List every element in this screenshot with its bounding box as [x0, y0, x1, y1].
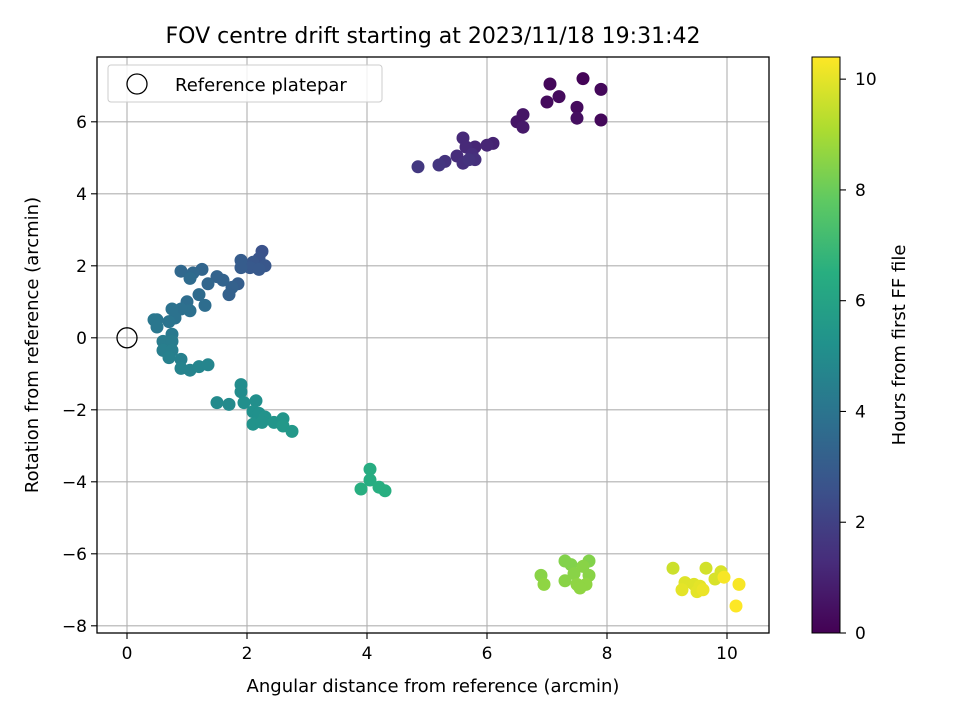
data-point: [570, 100, 584, 114]
data-point: [543, 77, 557, 91]
data-point: [432, 158, 446, 172]
data-point: [696, 583, 710, 597]
data-point: [237, 396, 251, 410]
data-point: [675, 583, 689, 597]
data-point: [732, 577, 746, 591]
colorbar-tick-label: 6: [855, 292, 866, 312]
legend-reference-marker: [126, 73, 148, 95]
data-point: [516, 120, 530, 134]
data-point: [210, 270, 224, 284]
y-tick-label: −4: [62, 473, 87, 493]
data-point: [201, 358, 215, 372]
y-tick-label: −8: [62, 617, 87, 637]
data-point: [201, 277, 215, 291]
data-point: [567, 567, 581, 581]
y-tick-label: 6: [76, 113, 87, 133]
data-point: [516, 108, 530, 122]
data-point: [174, 264, 188, 278]
y-axis-label: Rotation from reference (arcmin): [22, 197, 43, 493]
data-point: [552, 90, 566, 104]
x-tick-label: 0: [122, 644, 133, 664]
colorbar-tick-label: 0: [855, 624, 866, 644]
data-point: [249, 394, 263, 408]
data-point: [354, 482, 368, 496]
data-point: [411, 160, 425, 174]
data-point: [594, 82, 608, 96]
colorbar-tick-label: 10: [855, 70, 877, 90]
data-point: [480, 138, 494, 152]
data-point: [666, 561, 680, 575]
data-point: [210, 396, 224, 410]
colorbar-label: Hours from first FF file: [889, 245, 910, 446]
legend: Reference platepar: [107, 64, 383, 103]
data-points: [116, 72, 746, 613]
chart-title: FOV centre drift starting at 2023/11/18 …: [166, 24, 701, 49]
data-point: [198, 298, 212, 312]
data-point: [378, 484, 392, 498]
data-point: [192, 288, 206, 302]
data-point: [156, 334, 170, 348]
colorbar-tick-label: 8: [855, 181, 866, 201]
data-point: [285, 424, 299, 438]
data-point: [183, 271, 197, 285]
colorbar-tick-label: 2: [855, 513, 866, 533]
data-point: [537, 577, 551, 591]
data-point: [594, 113, 608, 127]
data-point: [234, 385, 248, 399]
data-point: [234, 261, 248, 275]
legend-entry-reference: Reference platepar: [175, 75, 347, 96]
data-point: [540, 95, 554, 109]
colorbar-ticks: 0 2 4 6 8 10: [840, 70, 877, 644]
data-point: [222, 397, 236, 411]
data-point: [165, 334, 179, 348]
data-point: [252, 262, 266, 276]
colorbar-gradient: [811, 56, 841, 634]
data-point: [222, 288, 236, 302]
x-axis-label: Angular distance from reference (arcmin): [247, 676, 620, 697]
x-tick-label: 10: [716, 644, 738, 664]
data-point: [363, 462, 377, 476]
data-point: [558, 574, 572, 588]
y-axis-ticks: −8 −6 −4 −2 0 2 4 6: [62, 113, 97, 637]
data-point: [576, 72, 590, 86]
data-point: [699, 561, 713, 575]
data-point: [162, 351, 176, 365]
data-point: [573, 581, 587, 595]
x-axis-ticks: 0 2 4 6 8 10: [122, 633, 738, 664]
data-point: [570, 111, 584, 125]
y-tick-label: 4: [76, 185, 87, 205]
y-tick-label: 0: [76, 329, 87, 349]
data-point: [717, 570, 731, 584]
data-point: [255, 415, 269, 429]
data-point: [162, 315, 176, 329]
data-point: [462, 153, 476, 167]
data-point: [729, 599, 743, 613]
legend-box: [107, 64, 383, 103]
y-tick-label: 2: [76, 257, 87, 277]
data-point: [150, 320, 164, 334]
y-tick-label: −2: [62, 401, 87, 421]
x-tick-label: 8: [602, 644, 613, 664]
colorbar-tick-label: 4: [855, 402, 866, 422]
reference-platepar-marker: [116, 327, 138, 349]
y-tick-label: −6: [62, 545, 87, 565]
x-tick-label: 6: [482, 644, 493, 664]
x-tick-label: 2: [242, 644, 253, 664]
x-tick-label: 4: [362, 644, 373, 664]
colorbar: 0 2 4 6 8 10 Hours from first FF file: [811, 56, 910, 644]
plot-frame: [96, 56, 770, 634]
data-point: [174, 352, 188, 366]
data-point: [363, 473, 377, 487]
grid: [97, 57, 769, 633]
